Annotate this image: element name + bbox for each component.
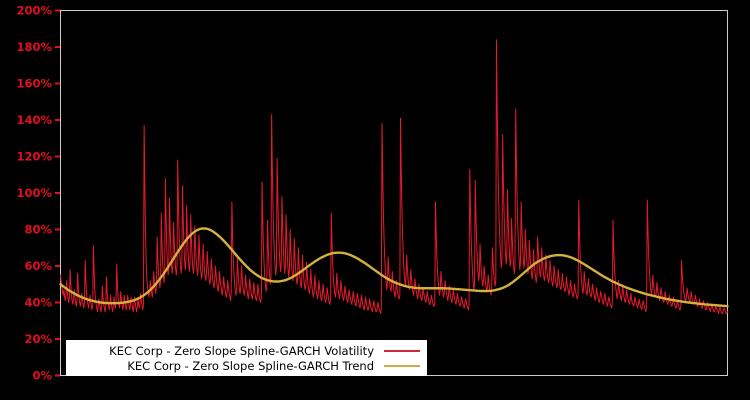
y-axis-tick-label: 140% (16, 113, 52, 127)
trend-series-line (59, 227, 729, 308)
y-axis-tick-label: 80% (24, 223, 52, 237)
y-axis-tick-label: 60% (24, 259, 52, 273)
y-axis-tick-marks (55, 9, 61, 377)
y-axis-tick-labels: 200% 180% 160% 140% 120% 100% 80% 60% 40% 20% 0% (16, 4, 52, 383)
legend-entry-volatility[interactable]: KEC Corp - Zero Slope Spline-GARCH Volat… (67, 343, 420, 358)
y-axis-tick-label: 100% (16, 186, 52, 200)
y-axis-tick-label: 200% (16, 4, 52, 18)
y-axis-tick-label: 40% (24, 296, 52, 310)
legend-swatch-trend (384, 364, 420, 367)
y-axis-tick-label: 0% (32, 369, 52, 383)
legend-entry-trend[interactable]: KEC Corp - Zero Slope Spline-GARCH Trend (67, 358, 420, 373)
y-axis-tick-label: 180% (16, 40, 52, 54)
y-axis-tick-label: 120% (16, 150, 52, 164)
y-axis-tick-label: 20% (24, 332, 52, 346)
data-series-group (59, 39, 729, 314)
volatility-series-line (60, 39, 728, 314)
legend-label-trend: KEC Corp - Zero Slope Spline-GARCH Trend (127, 358, 374, 373)
y-axis-tick-label: 160% (16, 77, 52, 91)
chart-legend[interactable]: KEC Corp - Zero Slope Spline-GARCH Volat… (66, 340, 427, 376)
legend-label-volatility: KEC Corp - Zero Slope Spline-GARCH Volat… (109, 343, 374, 358)
legend-swatch-volatility (384, 349, 420, 352)
